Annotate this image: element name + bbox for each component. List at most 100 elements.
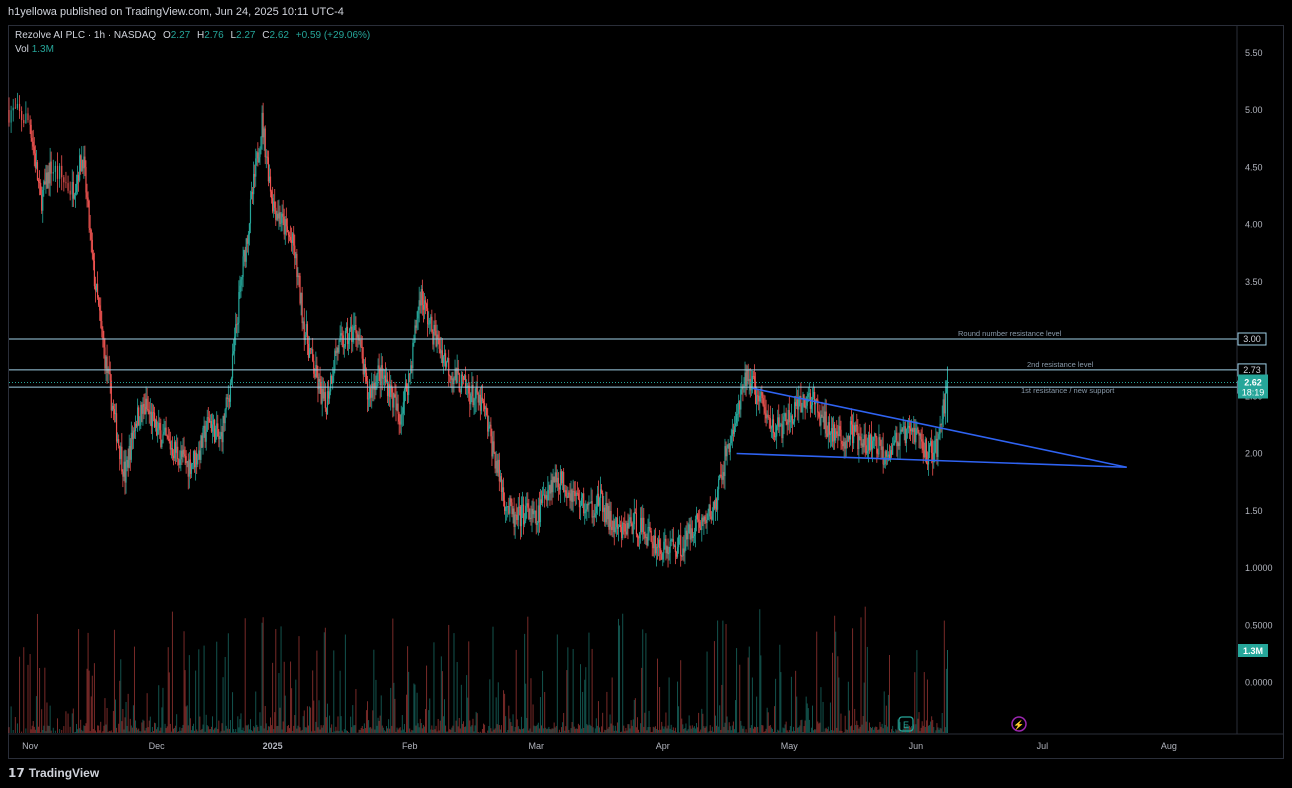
candle-body [438, 338, 440, 349]
candle-body [259, 148, 261, 158]
volume-bar [378, 720, 380, 733]
candle-body [909, 428, 912, 432]
volume-bar [776, 732, 778, 733]
volume-bar [430, 729, 432, 733]
candle-body [534, 510, 536, 512]
candle-body [143, 403, 145, 407]
tradingview-logo-icon[interactable]: 𝟭𝟳 [8, 766, 25, 780]
volume-bar [912, 729, 914, 733]
candle-body [708, 504, 710, 512]
volume-bar [407, 646, 409, 733]
volume-bar [938, 729, 940, 733]
volume-bar [98, 725, 100, 733]
volume-bar [878, 729, 880, 733]
volume-bar [611, 677, 613, 733]
earnings-event-icon[interactable] [898, 716, 914, 732]
volume-bar [911, 726, 913, 733]
candle-body [400, 414, 402, 425]
candle-body [493, 441, 495, 453]
candle-body [900, 429, 902, 434]
volume-bar [169, 723, 171, 733]
candle-body [546, 495, 548, 501]
volume-bar [836, 727, 838, 733]
trendline[interactable] [752, 387, 1127, 469]
candle-body [939, 423, 941, 434]
candle-body [624, 523, 626, 532]
volume-bar [288, 728, 290, 733]
candle-body [113, 409, 116, 415]
brand-name[interactable]: TradingView [28, 766, 100, 780]
volume-bar [931, 716, 933, 733]
candle-body [45, 172, 47, 185]
candle-body [746, 369, 748, 386]
volume-bar [803, 726, 805, 733]
candle-body [830, 428, 833, 434]
volume-bar [517, 726, 519, 733]
volume-bar [130, 725, 132, 733]
candle-body [556, 477, 558, 483]
symbol-title[interactable]: Rezolve AI PLC · 1h · NASDAQ [15, 30, 157, 41]
candle-body [672, 539, 674, 546]
candle-body [102, 329, 104, 340]
volume-bar [99, 730, 101, 733]
candle-body [415, 325, 417, 328]
candle-body [350, 326, 352, 329]
volume-bar [73, 732, 75, 733]
volume-bar [906, 725, 908, 733]
candle-body [865, 445, 867, 454]
candle-body [245, 238, 247, 262]
candle-body [376, 373, 378, 387]
candle-body [676, 547, 679, 557]
candle-body [911, 428, 913, 432]
candle-body [762, 398, 764, 405]
volume-bar [303, 710, 305, 733]
volume-bar [403, 723, 405, 733]
volume-bar [421, 728, 423, 733]
candle-body [892, 444, 894, 455]
candle-body [730, 436, 732, 444]
volume-bar [800, 720, 802, 733]
candle-body [356, 333, 358, 338]
candle-body [375, 386, 377, 391]
volume-bar [779, 644, 781, 733]
volume-bar [351, 727, 353, 733]
volume-bar [543, 728, 545, 733]
candle-body [382, 378, 384, 379]
volume-bar [899, 722, 901, 733]
candle-body [122, 471, 124, 477]
candle-body [333, 370, 335, 376]
volume-bar [826, 729, 828, 733]
volume-bar [678, 706, 680, 733]
candle-body [718, 479, 720, 490]
candle-body [153, 412, 156, 428]
volume-bar [642, 629, 644, 733]
dividend-event-icon[interactable] [1011, 716, 1027, 732]
candle-body [292, 233, 294, 243]
volume-bar [722, 620, 724, 733]
volume-bar [336, 730, 338, 733]
candle-body [610, 510, 612, 527]
volume-bar [506, 732, 508, 733]
volume-bar [625, 727, 627, 733]
y-tick-label: 2.00 [1245, 449, 1263, 459]
volume-bar [397, 729, 399, 733]
candle-body [618, 524, 621, 527]
candle-body [77, 174, 80, 181]
candle-body [69, 190, 71, 195]
trendline[interactable] [736, 452, 1127, 469]
volume-bar [537, 722, 539, 733]
candle-body [798, 398, 800, 410]
candle-body [203, 425, 205, 428]
volume-bar [763, 732, 765, 733]
volume-bar [470, 726, 472, 733]
candle-body [177, 446, 179, 460]
volume-bar [724, 722, 726, 733]
volume-bar [871, 727, 873, 733]
dividend-event-label: ⚡ [1013, 719, 1024, 731]
volume-bar [795, 670, 797, 733]
candle-body [855, 424, 857, 432]
candle-body [613, 520, 615, 533]
candle-body [619, 524, 622, 528]
volume-bar [82, 731, 84, 733]
